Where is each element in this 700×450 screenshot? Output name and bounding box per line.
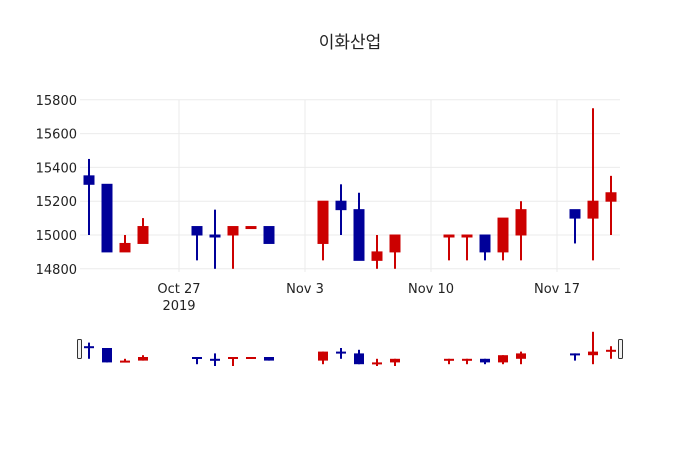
slider-candle bbox=[570, 353, 580, 361]
candle[interactable] bbox=[353, 192, 365, 261]
candles[interactable] bbox=[83, 108, 617, 269]
candle[interactable] bbox=[263, 226, 275, 244]
candle[interactable] bbox=[605, 175, 617, 235]
slider-candle bbox=[102, 348, 112, 363]
candle[interactable] bbox=[245, 226, 257, 230]
candle[interactable] bbox=[227, 226, 239, 269]
candle[interactable] bbox=[209, 209, 221, 269]
slider-candle bbox=[462, 358, 472, 365]
range-slider-left-handle[interactable] bbox=[77, 339, 82, 359]
y-tick-label: 15600 bbox=[36, 128, 77, 143]
candle[interactable] bbox=[371, 235, 383, 269]
candle[interactable] bbox=[317, 200, 329, 261]
candle[interactable] bbox=[479, 234, 491, 261]
y-tick-label: 15000 bbox=[36, 229, 77, 244]
candle[interactable] bbox=[443, 234, 455, 261]
y-tick-label: 15200 bbox=[36, 195, 77, 210]
slider-candle bbox=[516, 351, 526, 365]
x-tick-label: Oct 27 bbox=[157, 282, 200, 297]
slider-candle bbox=[444, 358, 454, 365]
x-tick-year: 2019 bbox=[162, 299, 195, 314]
candle[interactable] bbox=[587, 108, 599, 261]
candle[interactable] bbox=[119, 235, 131, 253]
y-tick-label: 14800 bbox=[36, 263, 77, 278]
chart-title: 이화산업 bbox=[319, 33, 382, 53]
candle[interactable] bbox=[461, 234, 473, 261]
slider-candle bbox=[264, 357, 274, 361]
slider-candle bbox=[192, 357, 202, 365]
x-tick-label: Nov 3 bbox=[286, 282, 324, 297]
range-slider[interactable] bbox=[77, 331, 623, 366]
slider-candle bbox=[480, 358, 490, 365]
slider-candle bbox=[210, 353, 220, 366]
candle[interactable] bbox=[389, 234, 401, 269]
x-axis-ticks: Oct 27 2019 Nov 3 Nov 10 Nov 17 bbox=[157, 282, 580, 314]
candle[interactable] bbox=[515, 201, 527, 261]
slider-candle bbox=[498, 355, 508, 365]
slider-candle bbox=[372, 358, 382, 366]
slider-candle bbox=[606, 346, 616, 359]
candle[interactable] bbox=[497, 217, 509, 261]
y-tick-label: 15400 bbox=[36, 161, 77, 176]
candle[interactable] bbox=[335, 184, 347, 235]
slider-candle bbox=[228, 357, 238, 366]
candle[interactable] bbox=[101, 183, 113, 253]
slider-candle bbox=[120, 358, 130, 363]
candle[interactable] bbox=[191, 226, 203, 261]
slider-candle bbox=[138, 355, 148, 361]
slider-candle bbox=[588, 331, 598, 365]
candle[interactable] bbox=[137, 218, 149, 244]
x-tick-label: Nov 10 bbox=[408, 282, 454, 297]
slider-candle bbox=[390, 358, 400, 366]
candle[interactable] bbox=[569, 209, 581, 244]
slider-candle bbox=[336, 348, 346, 359]
gridlines bbox=[80, 99, 620, 272]
y-axis-ticks: 14800 15000 15200 15400 15600 15800 bbox=[36, 94, 77, 278]
candle[interactable] bbox=[83, 158, 95, 235]
x-tick-label: Nov 17 bbox=[534, 282, 580, 297]
slider-candle bbox=[246, 357, 256, 359]
slider-candle bbox=[318, 351, 328, 365]
slider-candle bbox=[354, 349, 364, 365]
y-tick-label: 15800 bbox=[36, 94, 77, 109]
range-slider-right-handle[interactable] bbox=[618, 339, 623, 359]
slider-candle bbox=[84, 342, 94, 359]
